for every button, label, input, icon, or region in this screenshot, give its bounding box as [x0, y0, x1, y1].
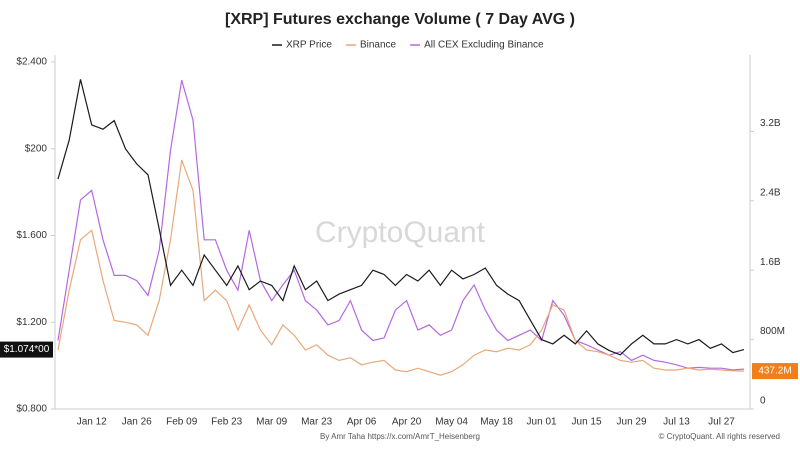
x-tick-label: Jan 26	[122, 417, 152, 428]
y-tick-label: $1.200	[16, 317, 47, 328]
x-tick-label: Jun 01	[527, 417, 557, 428]
x-tick-label: Feb 09	[166, 417, 198, 428]
y2-tick-label: 3.2B	[760, 118, 781, 129]
x-tick-label: Apr 20	[392, 417, 422, 428]
last-value-box	[0, 341, 53, 358]
x-tick-label: Jan 12	[77, 417, 107, 428]
credit: © CryptoQuant. All rights reserved	[659, 432, 781, 441]
x-tick-label: May 04	[435, 417, 468, 428]
x-tick-label: Jul 13	[663, 417, 690, 428]
y-tick-label: $0.800	[16, 404, 47, 415]
legend-label: XRP Price	[286, 40, 332, 51]
source: By Amr Taha https://x.com/AmrT_Heisenber…	[320, 432, 480, 441]
y2-tick-label: 2.4B	[760, 187, 781, 198]
watermark: CryptoQuant	[315, 216, 486, 249]
series-line	[57, 79, 745, 356]
legend-label: Binance	[360, 40, 397, 51]
y2-tick-label: 800M	[760, 326, 785, 337]
y-tick-label: $200	[25, 143, 48, 154]
y2-tick-label: 0	[760, 396, 766, 407]
last-value-box	[752, 363, 798, 380]
series-line	[57, 159, 745, 376]
y2-tick-label: 1.6B	[760, 257, 781, 268]
last-value-label: 437.2M	[758, 366, 791, 377]
x-tick-label: Mar 09	[256, 417, 288, 428]
series-line	[57, 80, 745, 371]
x-tick-label: Apr 06	[347, 417, 377, 428]
y-tick-label: $1.600	[16, 230, 47, 241]
legend-label: All CEX Excluding Binance	[424, 40, 544, 51]
last-value-label: $1.074*00	[4, 344, 50, 355]
x-tick-label: Jun 29	[617, 417, 647, 428]
x-tick-label: Feb 23	[211, 417, 243, 428]
y-tick-label: $2.400	[16, 57, 47, 68]
x-tick-label: May 18	[480, 417, 513, 428]
x-tick-label: Jun 15	[572, 417, 602, 428]
x-tick-label: Mar 23	[301, 417, 333, 428]
chart-title: [XRP] Futures exchange Volume ( 7 Day AV…	[225, 11, 575, 28]
x-tick-label: Jul 27	[708, 417, 735, 428]
